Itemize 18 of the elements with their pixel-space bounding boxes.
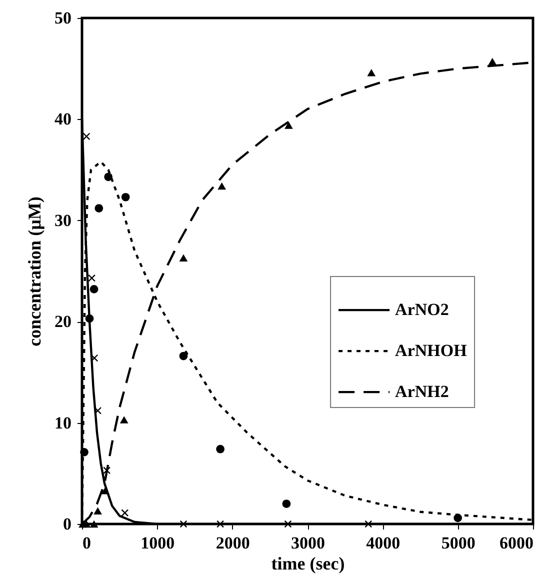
y-tick-label: 30 [54, 210, 72, 230]
x-tick-label: 6000 [500, 534, 534, 552]
legend-label: ArNH2 [395, 382, 449, 402]
x-tick-label: 0 [82, 534, 91, 552]
y-tick-label: 50 [54, 8, 72, 28]
x-tick-label: 3000 [291, 534, 325, 552]
x-tick-label: 2000 [216, 534, 250, 552]
x-axis-title: time (sec) [271, 554, 345, 574]
legend-label: ArNO2 [395, 300, 449, 320]
legend-label: ArNHOH [395, 341, 467, 360]
y-axis-title: concentration (µM) [24, 196, 44, 346]
x-tick-label: 1000 [140, 534, 175, 552]
y-tick-label: 10 [54, 413, 72, 432]
y-tick-label: 0 [63, 514, 72, 534]
y-tick-label: 20 [54, 312, 72, 332]
x-tick-label: 4000 [366, 534, 400, 552]
x-tick-label: 5000 [441, 534, 476, 552]
y-tick-label: 40 [54, 110, 72, 129]
